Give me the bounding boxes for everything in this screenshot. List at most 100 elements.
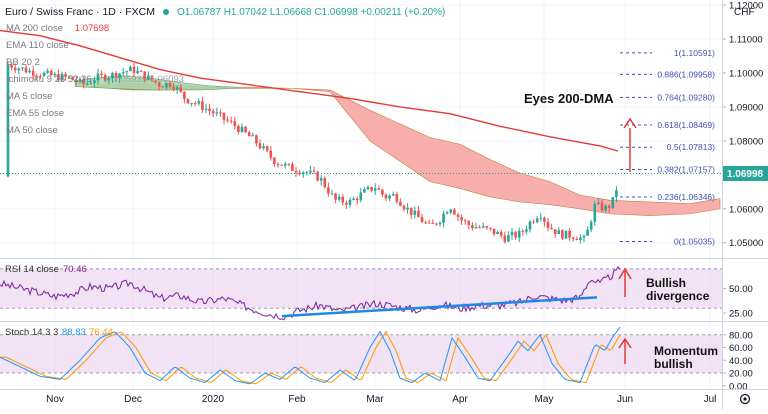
last-price-tag xyxy=(723,166,768,181)
time-tick-label: Apr xyxy=(452,394,468,405)
time-tick-label: May xyxy=(535,394,554,405)
legend-item-label: Ichimoku 9 26 52 26 xyxy=(6,74,92,85)
candle-body xyxy=(219,112,222,114)
candle-body xyxy=(388,195,391,199)
price-tick-label: 1.12000 xyxy=(729,1,763,12)
candle-body xyxy=(204,108,208,110)
symbol-title[interactable]: Euro / Swiss Franc · 1D · FXCM xyxy=(5,6,155,18)
candle-body xyxy=(373,188,377,191)
candle-body xyxy=(409,207,413,215)
candle-body xyxy=(71,76,75,80)
eyes-200dma-annotation: Eyes 200-DMA xyxy=(524,91,614,106)
candle-body xyxy=(528,221,532,230)
candle-body xyxy=(244,126,247,133)
stoch-arrow-head xyxy=(618,337,632,349)
candle-body xyxy=(615,190,618,198)
candle-body xyxy=(438,222,442,225)
candle-body xyxy=(568,230,571,238)
candle-body xyxy=(233,121,237,126)
candle-body xyxy=(31,70,35,76)
candle-body xyxy=(96,73,100,81)
price-tick-label: 1.06000 xyxy=(729,204,763,215)
candle-body xyxy=(492,228,496,235)
candle-body xyxy=(431,222,435,224)
fibonacci-levels: 1(1.10591) 0.886(1.09958) 0.764(1.09280) 0.… xyxy=(620,48,715,247)
candle-body xyxy=(258,143,262,149)
time-tick-label: Jun xyxy=(617,394,633,405)
fib-level-label: 1(1.10591) xyxy=(674,48,715,58)
candle-body xyxy=(413,210,417,215)
candle-body xyxy=(42,72,46,77)
candle-body xyxy=(21,67,24,69)
candle-body xyxy=(107,78,111,81)
rsi-line xyxy=(0,265,621,321)
candle-body xyxy=(197,101,201,104)
candle-body xyxy=(154,80,157,83)
candle-body xyxy=(384,194,388,199)
candle-body xyxy=(402,205,406,210)
candle-body xyxy=(525,229,528,232)
stoch-d-line xyxy=(0,330,621,385)
candle-body xyxy=(489,227,492,229)
candle-body xyxy=(237,125,240,133)
candle-body xyxy=(420,217,424,223)
candle-body xyxy=(49,70,53,76)
rsi-tick-label: 25.00 xyxy=(729,309,753,320)
candle-body xyxy=(269,150,273,158)
candle-body xyxy=(323,178,327,188)
stoch-tick-label: 20.00 xyxy=(729,369,753,380)
candle-body xyxy=(89,83,93,85)
candle-body xyxy=(604,205,607,211)
candle-body xyxy=(280,164,283,166)
stoch-title[interactable]: Stoch 14 3 3 xyxy=(5,327,58,338)
candle-body xyxy=(586,229,589,236)
candle-body xyxy=(399,201,402,206)
candle-body xyxy=(435,223,438,225)
candle-body xyxy=(132,66,136,74)
legend-item-label: MA 200 close xyxy=(6,23,63,34)
legend-item-value: 1.05935 1.06093 xyxy=(113,74,184,85)
candle-body xyxy=(460,216,463,221)
candle-body xyxy=(298,172,301,175)
candle-body xyxy=(139,70,143,72)
candle-body xyxy=(13,67,17,71)
stoch-k-value: 88.83 xyxy=(62,327,86,338)
candle-body xyxy=(316,171,319,181)
stoch-d-value: 76.44 xyxy=(89,327,113,338)
candle-body xyxy=(35,75,39,77)
candle-body xyxy=(251,135,255,137)
candle-body xyxy=(579,237,582,241)
candle-body xyxy=(481,226,485,228)
candle-body xyxy=(125,71,129,73)
candle-body xyxy=(222,112,226,120)
candle-body xyxy=(499,231,503,236)
rsi-title[interactable]: RSI 14 close xyxy=(5,264,59,275)
time-tick-label: Jul xyxy=(704,394,717,405)
candle-body xyxy=(377,188,381,190)
candle-body xyxy=(463,220,467,222)
candle-body xyxy=(582,235,586,238)
candle-body xyxy=(283,163,287,166)
candle-body xyxy=(82,78,85,85)
currency-label: CHF xyxy=(734,7,755,18)
settings-gear-icon[interactable] xyxy=(739,393,751,405)
candle-body xyxy=(136,70,139,74)
x-axis: Nov Dec 2020 Feb Mar Apr May Jun Jul xyxy=(46,394,716,405)
candle-body xyxy=(503,235,507,242)
last-price-value: 1.06998 xyxy=(727,169,764,180)
legend-item-label: MA 5 close xyxy=(6,91,52,102)
candle-body xyxy=(417,210,420,218)
time-tick-label: Feb xyxy=(288,394,306,405)
stoch-pane[interactable] xyxy=(0,322,722,389)
price-axis[interactable] xyxy=(722,0,768,409)
candle-body xyxy=(564,230,568,239)
candle-body xyxy=(143,71,147,80)
candle-body xyxy=(186,98,190,104)
fib-level-label: 0.886(1.09958) xyxy=(657,69,715,79)
candle-body xyxy=(276,164,280,166)
indicator-legend[interactable]: MA 200 close 1.07698 EMA 110 close BB 20 2 I… xyxy=(6,23,184,136)
candle-body xyxy=(312,170,316,172)
candle-body xyxy=(211,111,215,114)
candle-body xyxy=(226,119,229,121)
fib-level-label: 0.618(1.08469) xyxy=(657,120,715,130)
